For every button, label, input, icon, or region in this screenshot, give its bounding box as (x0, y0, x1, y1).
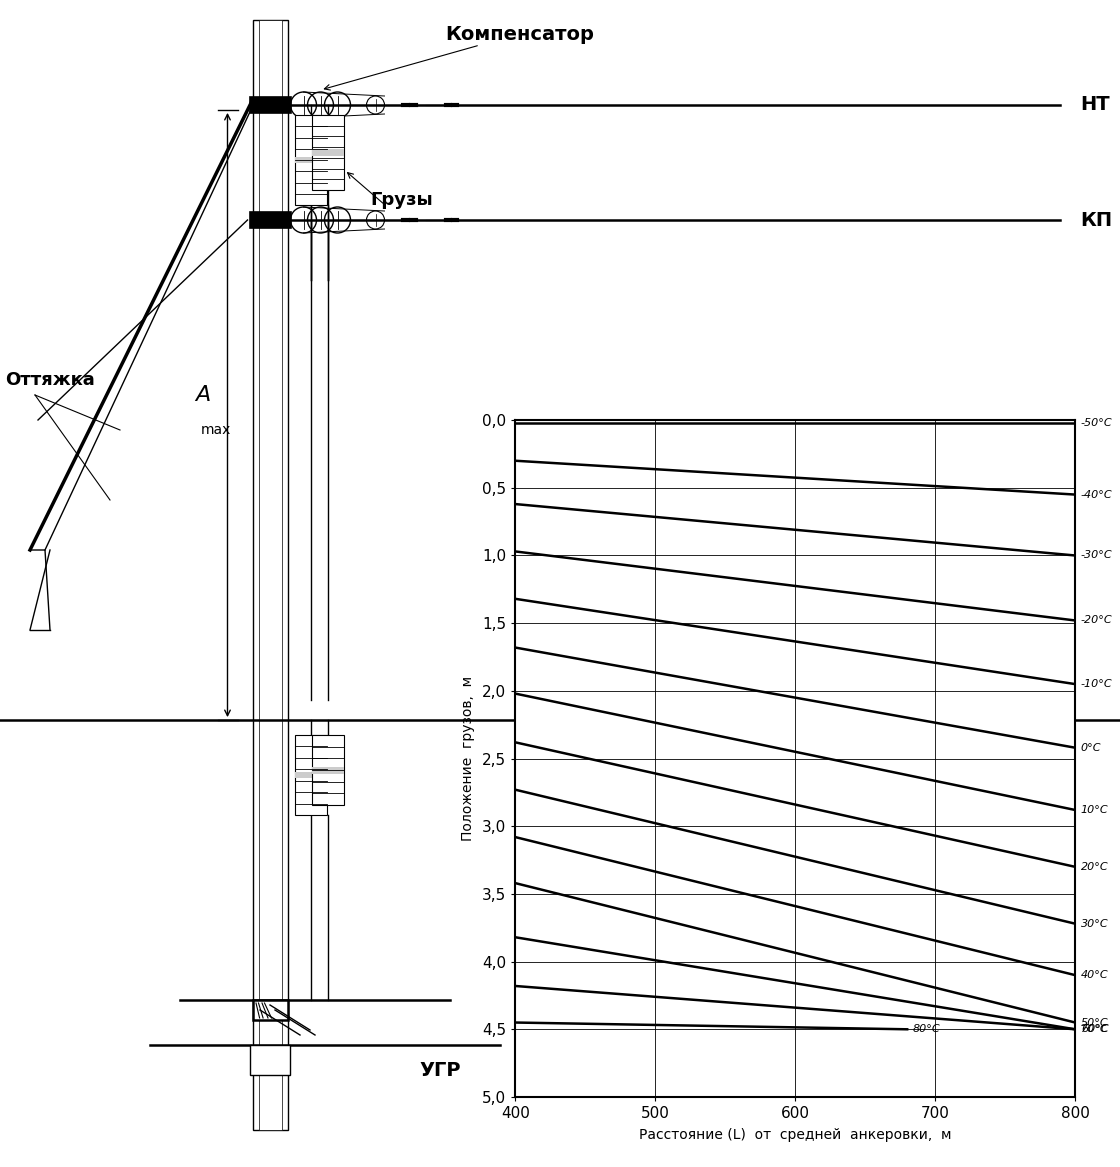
Text: 20°C: 20°C (1081, 862, 1109, 872)
Bar (250, 97, 290, 113)
Text: 60°C: 60°C (1081, 1025, 1109, 1034)
X-axis label: Расстояние (L)  от  средней  анкеровки,  м: Расстояние (L) от средней анкеровки, м (638, 1128, 952, 1142)
Text: 0°C: 0°C (1081, 742, 1101, 753)
Text: Грузы: Грузы (370, 191, 432, 209)
Text: 40°C: 40°C (1081, 970, 1109, 980)
Y-axis label: Положение  грузов,  м: Положение грузов, м (461, 676, 475, 841)
Text: -10°C: -10°C (1081, 679, 1112, 689)
Text: -30°C: -30°C (1081, 551, 1112, 560)
Bar (311, 735, 344, 805)
Text: max: max (200, 422, 231, 436)
Bar (252, 20, 288, 1130)
Bar (311, 149, 344, 155)
Text: 30°C: 30°C (1081, 918, 1109, 929)
Text: УГР: УГР (419, 1061, 460, 1079)
Text: 80°C: 80°C (913, 1025, 941, 1034)
Text: КП: КП (1080, 210, 1112, 230)
Text: 70°C: 70°C (1081, 1025, 1109, 1034)
Bar (295, 116, 327, 205)
Bar (250, 212, 290, 228)
Text: Оттяжка: Оттяжка (4, 371, 95, 389)
Text: Компенсатор: Компенсатор (446, 25, 595, 44)
Text: -50°C: -50°C (1081, 418, 1112, 428)
Bar (295, 771, 327, 778)
Text: -20°C: -20°C (1081, 615, 1112, 626)
Bar (252, 1000, 288, 1020)
Bar (311, 116, 344, 190)
Text: -40°C: -40°C (1081, 490, 1112, 499)
Bar (311, 767, 344, 774)
Bar (250, 1044, 290, 1075)
Bar (295, 156, 327, 163)
Bar (295, 735, 327, 815)
Text: 50°C: 50°C (1081, 1018, 1109, 1027)
Bar (259, 20, 281, 1130)
Text: 10°C: 10°C (1081, 805, 1109, 815)
Text: $A$: $A$ (194, 385, 211, 405)
Text: НТ: НТ (1080, 96, 1110, 114)
